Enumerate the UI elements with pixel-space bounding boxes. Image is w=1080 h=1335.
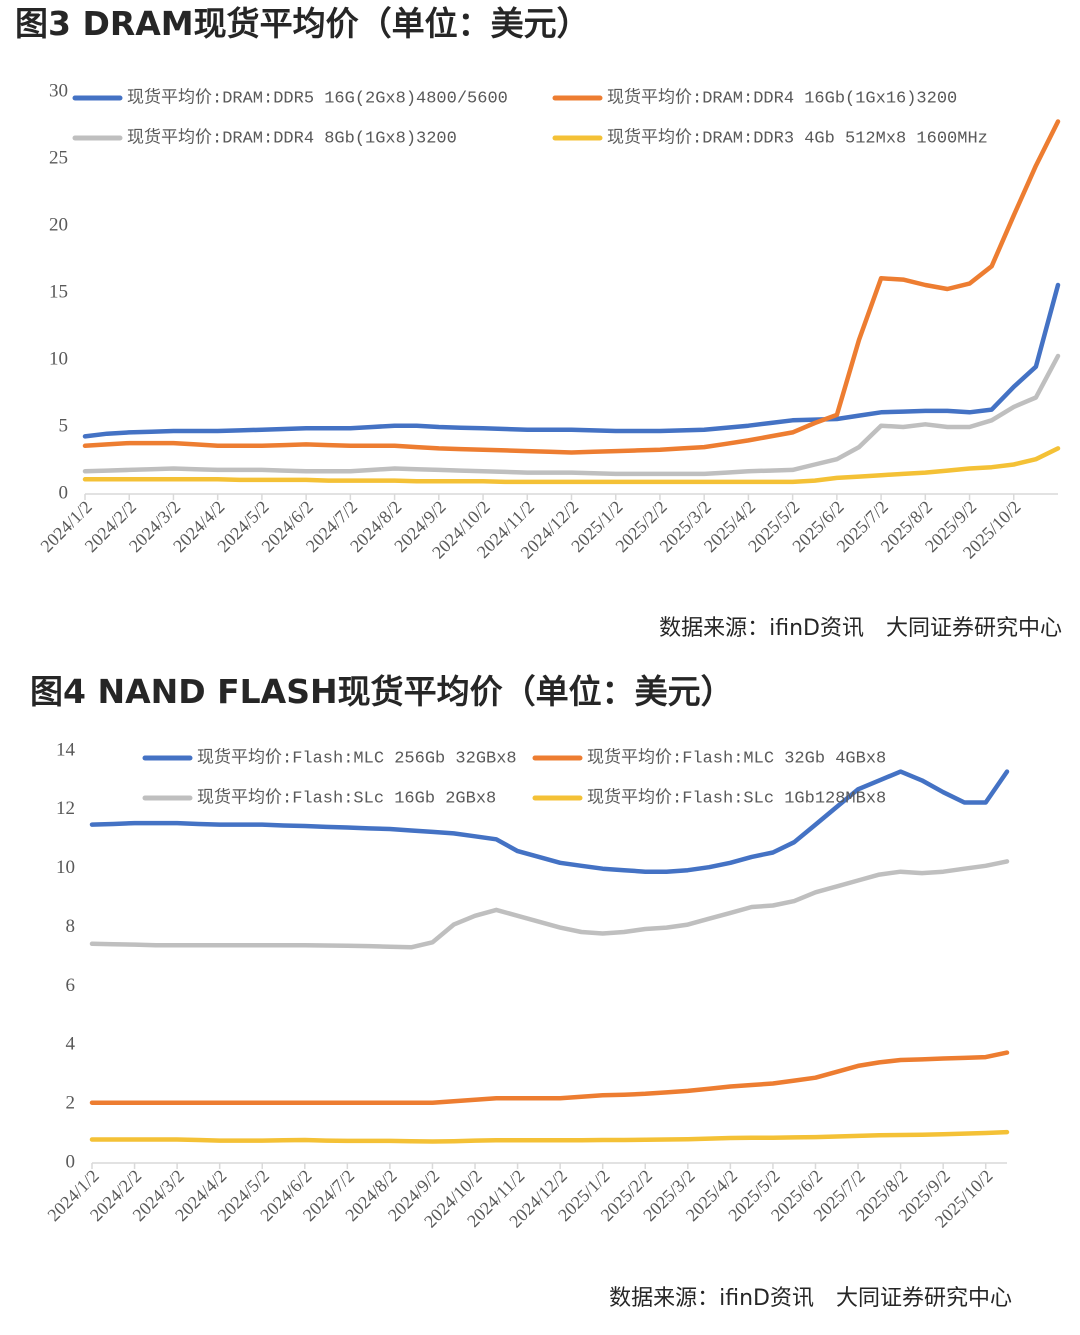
series-line — [82, 446, 1061, 485]
legend-label: 现货平均价:Flash:SLc 1Gb128MBx8 — [587, 787, 886, 808]
legend-label: 现货平均价:DRAM:DDR5 16G(2Gx8)4800/5600 — [127, 87, 508, 108]
legend-label: 现货平均价:Flash:MLC 256Gb 32GBx8 — [197, 747, 517, 768]
chart-title: 图3 DRAM现货平均价（单位：美元） — [15, 4, 590, 43]
legend-label: 现货平均价:DRAM:DDR4 8Gb(1Gx8)3200 — [127, 127, 457, 148]
y-tick-label: 30 — [49, 80, 68, 101]
y-tick-label: 8 — [66, 916, 76, 937]
y-tick-label: 20 — [49, 214, 68, 235]
series-line — [82, 119, 1061, 455]
legend-label: 现货平均价:Flash:MLC 32Gb 4GBx8 — [587, 747, 886, 768]
legend-label: 现货平均价:Flash:SLc 16Gb 2GBx8 — [197, 787, 496, 808]
series-line — [89, 769, 1010, 874]
y-tick-label: 0 — [66, 1151, 76, 1172]
source: 数据来源：ifinD资讯 大同证券研究中心 — [659, 616, 1062, 641]
series-line — [89, 859, 1010, 950]
y-tick-label: 15 — [49, 281, 68, 302]
chart-title: 图4 NAND FLASH现货平均价（单位：美元） — [30, 672, 734, 711]
y-tick-label: 2 — [66, 1093, 76, 1114]
y-tick-label: 10 — [49, 348, 68, 369]
series-line — [82, 282, 1061, 439]
legend-label: 现货平均价:DRAM:DDR3 4Gb 512Mx8 1600MHz — [607, 127, 988, 148]
legend-label: 现货平均价:DRAM:DDR4 16Gb(1Gx16)3200 — [607, 87, 957, 108]
y-tick-label: 25 — [49, 147, 68, 168]
y-tick-label: 6 — [66, 975, 76, 996]
y-tick-label: 10 — [56, 857, 75, 878]
series-line — [89, 1050, 1010, 1105]
y-tick-label: 0 — [59, 482, 69, 503]
source: 数据来源：ifinD资讯 大同证券研究中心 — [609, 1286, 1012, 1311]
y-tick-label: 12 — [56, 798, 75, 819]
y-tick-label: 4 — [66, 1034, 76, 1055]
y-tick-label: 5 — [59, 415, 69, 436]
y-tick-label: 14 — [56, 739, 76, 760]
series-line — [82, 353, 1061, 477]
series-line — [89, 1129, 1010, 1144]
